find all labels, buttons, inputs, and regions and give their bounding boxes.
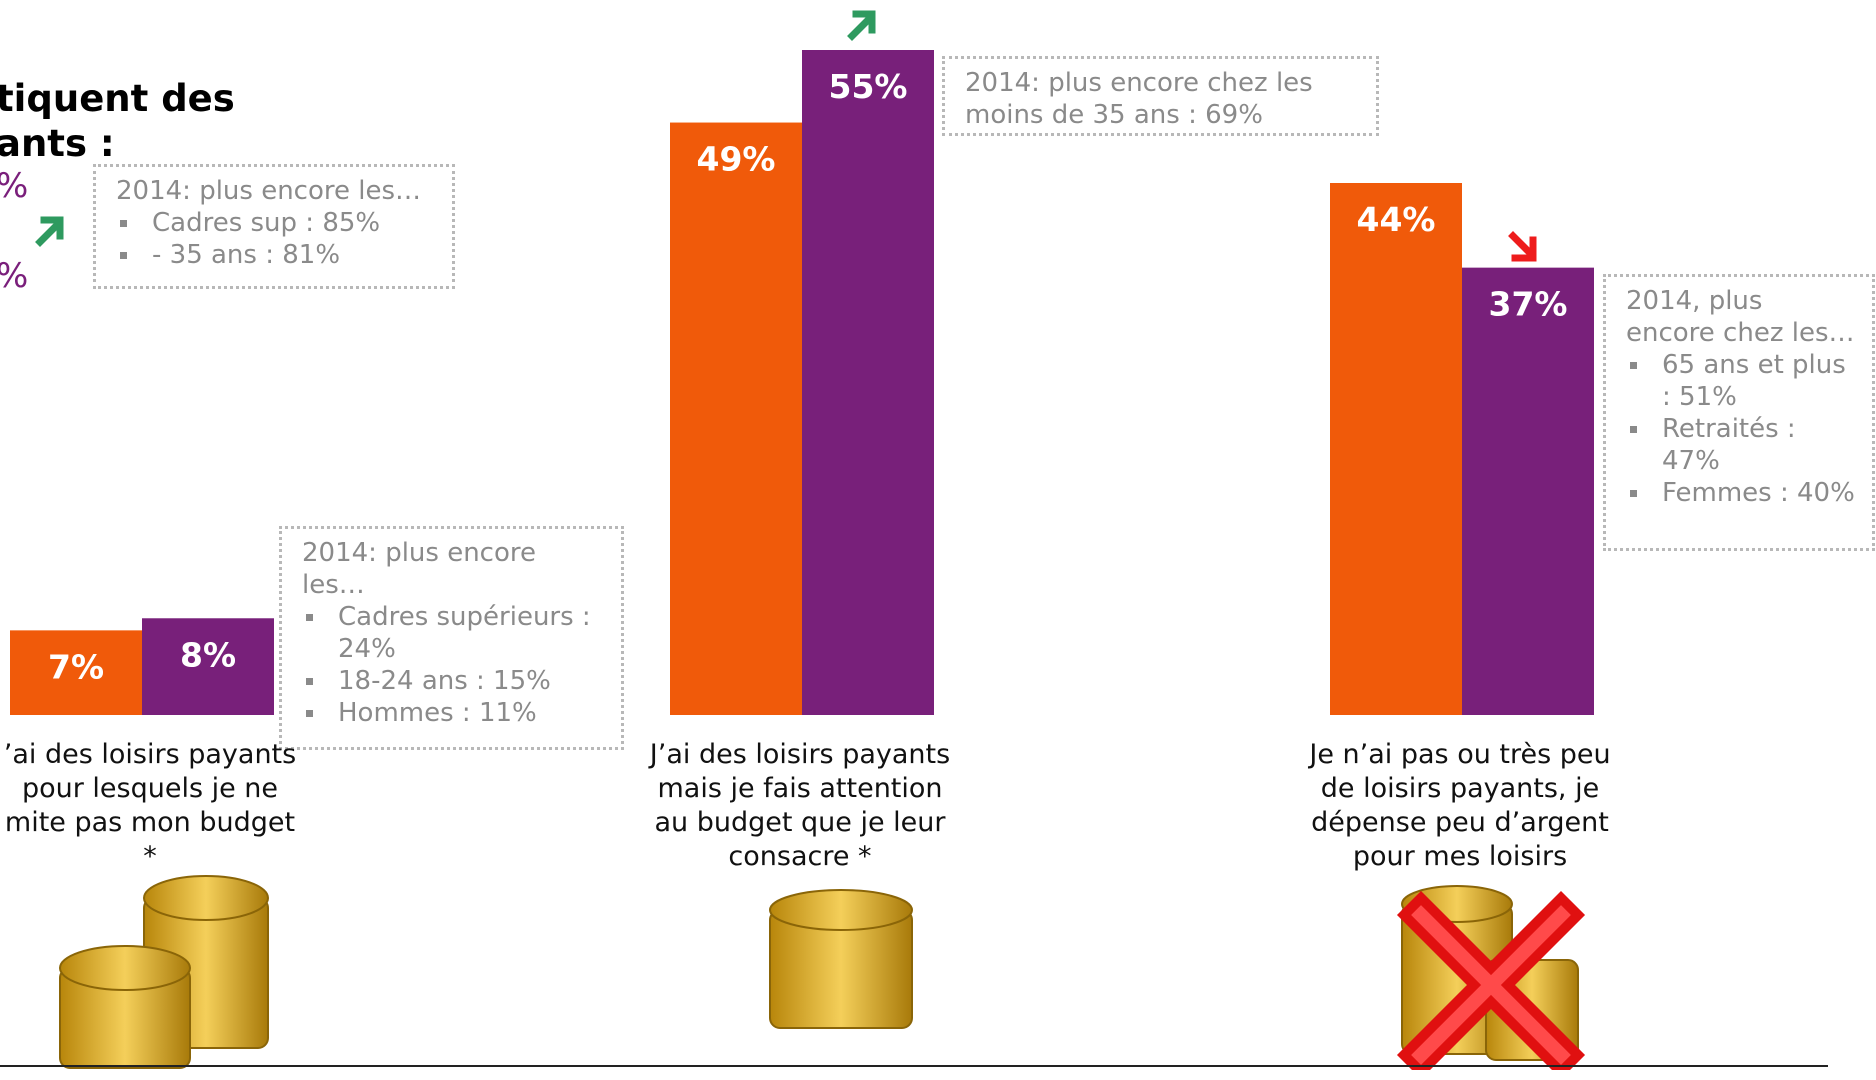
category-label-line: pour mes loisirs [1352,841,1568,872]
category-label-line: ’ai des loisirs payants [3,739,297,770]
bar-value-label: 49% [697,140,776,179]
category-label-line: de loisirs payants, je [1320,773,1600,804]
bar-series1-cat3 [1330,183,1462,715]
note-item: Cadres supérieurs : 24% [302,601,607,665]
category-label-line: Je n’ai pas ou très peu [1309,739,1611,770]
note-title: 2014: plus encore les… [116,176,422,206]
category-label-2: J’ai des loisirs payants mais je fais at… [630,738,970,874]
arrow-up-right-icon [847,10,876,41]
bar-series1-cat2 [670,122,802,715]
note-top-left: 2014: plus encore les… Cadres sup : 85% … [93,164,455,289]
chart-heading: tiquent des ants : [0,76,235,166]
category-label-line: J’ai des loisirs payants [649,739,951,770]
note-cat3: 2014, plus encore chez les… 65 ans et pl… [1603,274,1875,551]
category-label-line: consacre * [728,841,872,872]
note-title: 2014, plus encore chez les… [1626,286,1855,348]
left-percent-1: % [0,166,28,206]
category-label-3: Je n’ai pas ou très peu de loisirs payan… [1290,738,1630,874]
note-item: 65 ans et plus : 51% [1626,349,1858,413]
note-item: - 35 ans : 81% [116,239,438,271]
heading-line-1: tiquent des [0,77,235,120]
note-item: 18-24 ans : 15% [302,665,607,697]
coin-stack-icon [59,875,269,1069]
arrow-down-right-icon [1508,231,1537,262]
bar-series2-cat1 [142,618,274,715]
category-label-line: pour lesquels je ne [21,773,279,804]
heading-line-2: ants : [0,122,115,165]
note-item: Femmes : 40% [1626,477,1858,509]
category-label-line: mite pas mon budget [4,807,296,838]
arrow-up-right-icon [35,216,64,247]
category-label-line: * [143,841,157,872]
category-label-line: au budget que je leur [654,807,946,838]
note-title: 2014: plus encore les… [302,538,536,600]
bar-value-label: 8% [180,635,236,674]
bar-series2-cat2 [802,50,934,715]
bar-series2-cat3 [1462,267,1594,715]
red-cross-icon [1396,885,1586,1070]
category-label-line: mais je fais attention [657,773,943,804]
note-title: 2014: plus encore chez les moins de 35 a… [965,68,1313,130]
bar-value-label: 7% [48,647,104,686]
coin-stack-icon [769,889,913,1029]
note-item: Retraités : 47% [1626,413,1858,477]
category-label-line: dépense peu d’argent [1311,807,1609,838]
note-cat1: 2014: plus encore les… Cadres supérieurs… [279,526,624,750]
chart-baseline [0,1065,1828,1067]
bar-value-label: 44% [1357,200,1436,239]
bar-value-label: 55% [829,67,908,106]
category-label-1: ’ai des loisirs payants pour lesquels je… [0,738,310,874]
left-percent-2: % [0,256,28,296]
bar-value-label: 37% [1489,285,1568,324]
bar-series1-cat1 [10,630,142,715]
note-item: Hommes : 11% [302,697,607,729]
note-item: Cadres sup : 85% [116,207,438,239]
note-cat2: 2014: plus encore chez les moins de 35 a… [942,56,1379,136]
